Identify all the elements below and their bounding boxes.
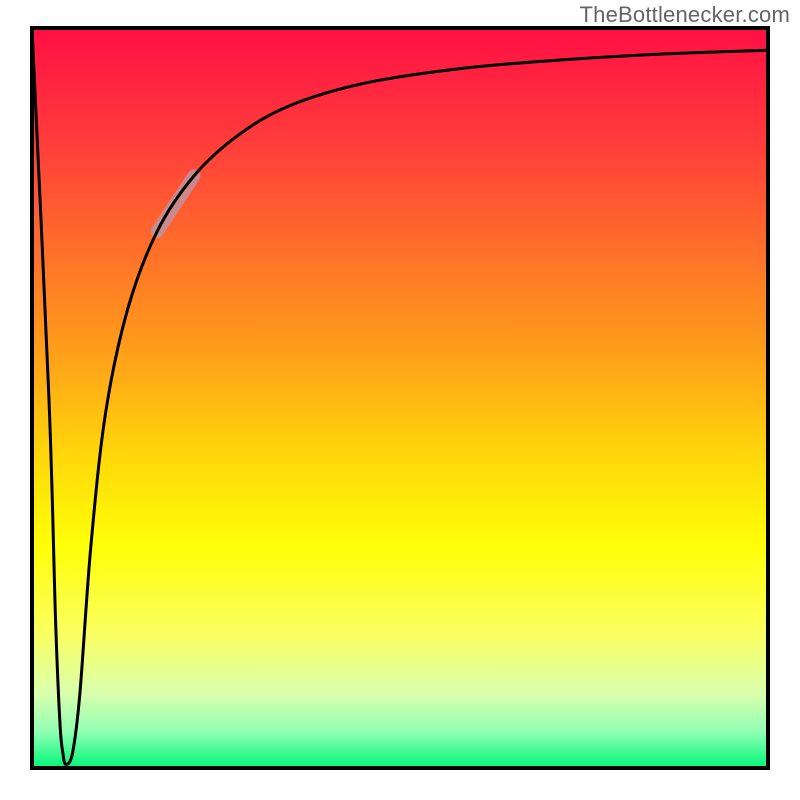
attribution-text: TheBottlenecker.com [580,2,790,28]
chart-root: TheBottlenecker.com [0,0,800,800]
bottleneck-chart [0,0,800,800]
chart-background [32,28,768,768]
